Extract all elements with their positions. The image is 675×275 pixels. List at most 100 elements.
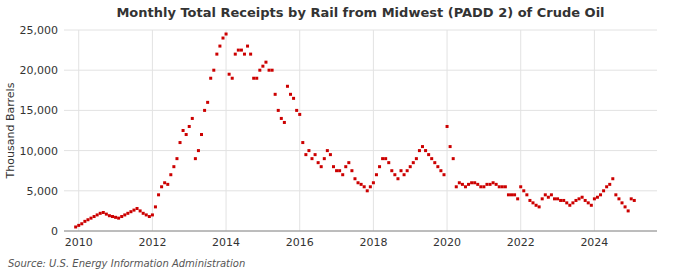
point bbox=[222, 37, 225, 40]
point bbox=[172, 165, 175, 168]
point bbox=[341, 173, 344, 176]
title: Monthly Total Receipts by Rail from Midw… bbox=[116, 5, 604, 20]
point bbox=[264, 61, 267, 64]
point bbox=[353, 177, 356, 180]
y-axis-label: Thousand Barrels bbox=[4, 82, 17, 179]
point bbox=[492, 181, 495, 184]
point bbox=[449, 145, 452, 148]
point bbox=[427, 153, 430, 156]
point bbox=[83, 220, 86, 223]
point bbox=[541, 197, 544, 200]
point bbox=[562, 199, 565, 202]
page: Chart html, body { margin: 0; padding: 0… bbox=[0, 0, 675, 275]
point bbox=[590, 204, 593, 207]
point bbox=[154, 205, 157, 208]
point bbox=[602, 189, 605, 192]
y-tick-label: 5,000 bbox=[27, 185, 59, 198]
point bbox=[332, 165, 335, 168]
point bbox=[114, 216, 117, 219]
point bbox=[458, 181, 461, 184]
point bbox=[403, 173, 406, 176]
point bbox=[301, 141, 304, 144]
point bbox=[77, 224, 80, 227]
y-axis: 05,00010,00015,00020,00025,000 bbox=[20, 24, 59, 238]
point bbox=[231, 77, 234, 80]
point bbox=[446, 125, 449, 128]
point bbox=[295, 109, 298, 112]
point bbox=[203, 109, 206, 112]
point bbox=[292, 97, 295, 100]
point bbox=[234, 53, 237, 56]
point bbox=[390, 169, 393, 172]
source-note: Source: U.S. Energy Information Administ… bbox=[8, 258, 245, 269]
page-body: {"chart_data": { "type": "scatter", "tit… bbox=[0, 0, 675, 275]
y-tick-label: 0 bbox=[51, 225, 58, 238]
point bbox=[412, 161, 415, 164]
point bbox=[243, 53, 246, 56]
point bbox=[86, 218, 89, 221]
point bbox=[160, 185, 163, 188]
point bbox=[163, 181, 166, 184]
x-grid-line bbox=[299, 30, 300, 231]
point bbox=[105, 213, 108, 216]
point bbox=[206, 101, 209, 104]
point bbox=[516, 197, 519, 200]
point bbox=[409, 165, 412, 168]
y-grid-line bbox=[64, 150, 657, 151]
point bbox=[504, 185, 507, 188]
point bbox=[218, 45, 221, 48]
point bbox=[375, 173, 378, 176]
point bbox=[200, 133, 203, 136]
y-grid-line bbox=[64, 231, 657, 232]
y-tick-label: 25,000 bbox=[20, 24, 59, 37]
point bbox=[258, 69, 261, 72]
point bbox=[117, 217, 120, 220]
point bbox=[430, 157, 433, 160]
point bbox=[261, 65, 264, 68]
point bbox=[630, 197, 633, 200]
point bbox=[381, 157, 384, 160]
point bbox=[369, 185, 372, 188]
x-tick-label: 2020 bbox=[433, 236, 461, 249]
point bbox=[418, 149, 421, 152]
point bbox=[614, 193, 617, 196]
point bbox=[621, 201, 624, 204]
point bbox=[271, 69, 274, 72]
point bbox=[338, 169, 341, 172]
point bbox=[132, 209, 135, 212]
point bbox=[363, 185, 366, 188]
point bbox=[108, 214, 111, 217]
point bbox=[280, 117, 283, 120]
point bbox=[194, 157, 197, 160]
point bbox=[74, 225, 77, 228]
point bbox=[209, 77, 212, 80]
point bbox=[479, 185, 482, 188]
point bbox=[329, 153, 332, 156]
point bbox=[436, 165, 439, 168]
point bbox=[433, 161, 436, 164]
points bbox=[74, 33, 636, 229]
x-tick-label: 2012 bbox=[138, 236, 166, 249]
point bbox=[123, 213, 126, 216]
x-grid-line bbox=[520, 30, 521, 231]
point bbox=[96, 213, 99, 216]
point bbox=[571, 201, 574, 204]
y-tick-label: 15,000 bbox=[20, 104, 59, 117]
point bbox=[550, 193, 553, 196]
point bbox=[228, 73, 231, 76]
point bbox=[396, 177, 399, 180]
point bbox=[599, 193, 602, 196]
point bbox=[215, 53, 218, 56]
point bbox=[129, 210, 132, 213]
point bbox=[633, 199, 636, 202]
point bbox=[317, 161, 320, 164]
point bbox=[366, 189, 369, 192]
point bbox=[531, 201, 534, 204]
y-grid-line bbox=[64, 70, 657, 71]
point bbox=[406, 169, 409, 172]
point bbox=[421, 145, 424, 148]
point bbox=[578, 197, 581, 200]
point bbox=[510, 193, 513, 196]
point bbox=[185, 133, 188, 136]
point bbox=[498, 185, 501, 188]
